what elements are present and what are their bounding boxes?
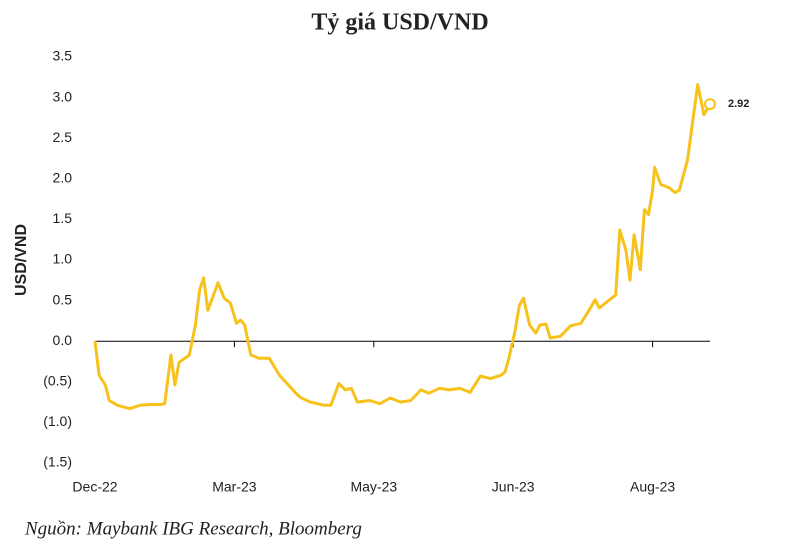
y-tick-label: 2.5 <box>53 129 73 145</box>
y-axis-label: USD/VND <box>13 224 30 296</box>
y-tick-label: (1.0) <box>43 413 72 429</box>
y-tick-label: 3.5 <box>53 48 73 64</box>
line-series <box>93 83 712 411</box>
y-tick-label: 0.5 <box>53 291 73 307</box>
y-tick-label: 3.0 <box>53 88 73 104</box>
y-tick-label: 0.0 <box>53 332 73 348</box>
data-label: 2.92 <box>728 98 749 110</box>
x-tick-label: May-23 <box>350 479 397 495</box>
y-tick-label: 1.5 <box>53 210 73 226</box>
x-tick-label: Mar-23 <box>212 479 257 495</box>
x-tick-label: Aug-23 <box>630 479 675 495</box>
source: Nguồn: Maybank IBG Research, Bloomberg <box>24 518 362 539</box>
y-tick-label: 2.0 <box>53 170 73 186</box>
y-tick-label: 1.0 <box>53 251 73 267</box>
y-tick-label: (0.5) <box>43 373 72 389</box>
x-tick-label: Dec-22 <box>72 479 117 495</box>
end-marker <box>704 98 716 111</box>
chart-title: Tỷ giá USD/VND <box>311 10 488 36</box>
y-tick-label: (1.5) <box>43 454 72 470</box>
x-tick-label: Jun-23 <box>492 479 535 495</box>
